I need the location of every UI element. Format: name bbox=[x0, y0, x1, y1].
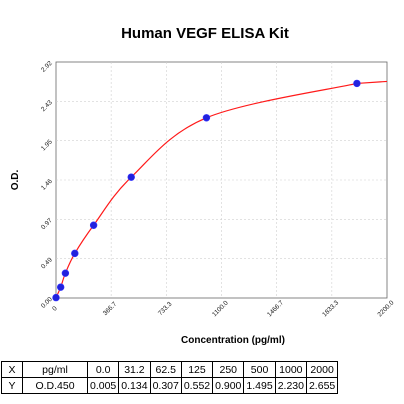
data-point bbox=[202, 114, 211, 122]
table-cell-value: 0.005 bbox=[86, 377, 120, 394]
chart: Human VEGF ELISA Kit 0.000.490.971.461.9… bbox=[10, 25, 396, 346]
data-point bbox=[52, 293, 60, 302]
x-axis-label: Concentration (pg/ml) bbox=[181, 335, 285, 346]
data-point bbox=[61, 269, 70, 277]
table-row: Y O.D.450 0.005 0.134 0.307 0.552 0.900 1.495 2.… bbox=[1, 377, 339, 394]
x-tick-label: 1833.3 bbox=[321, 299, 340, 318]
table-cell-value: 2000 bbox=[305, 361, 339, 378]
table-cell-value: 1.495 bbox=[243, 377, 276, 394]
y-tick-label: 0.49 bbox=[40, 256, 54, 270]
x-tick-label: 1466.7 bbox=[266, 299, 285, 318]
data-point bbox=[56, 283, 65, 291]
table-cell-value: 0.900 bbox=[212, 377, 245, 394]
table-cell-value: 0.307 bbox=[149, 377, 182, 394]
chart-title: Human VEGF ELISA Kit bbox=[121, 25, 289, 42]
table-cell-value: 250 bbox=[212, 361, 245, 378]
table-cell-value: 1000 bbox=[274, 361, 307, 378]
table-cell-label: Y bbox=[1, 377, 23, 394]
table-cell-label: X bbox=[1, 361, 23, 378]
y-axis-label: O.D. bbox=[10, 170, 21, 191]
table-cell-value: 0.0 bbox=[86, 361, 120, 378]
y-tick-label: 0.97 bbox=[40, 217, 54, 231]
table-cell-value: 125 bbox=[180, 361, 214, 378]
y-tick-label: 1.95 bbox=[40, 138, 54, 152]
x-tick-label: 1100.0 bbox=[211, 299, 230, 318]
y-tick-label: 2.43 bbox=[40, 99, 54, 113]
table-cell-value: 62.5 bbox=[149, 361, 182, 378]
x-tick-label: 0 bbox=[51, 305, 59, 313]
table-cell-value: 31.2 bbox=[118, 361, 151, 378]
data-points bbox=[52, 79, 361, 302]
table-cell-value: 500 bbox=[243, 361, 276, 378]
table-cell-value: 2.230 bbox=[274, 377, 307, 394]
table-cell-unit: pg/ml bbox=[22, 361, 88, 378]
data-point bbox=[127, 173, 135, 181]
table-cell-value: 2.655 bbox=[305, 377, 339, 394]
x-tick-label: 366.7 bbox=[102, 300, 119, 317]
table-cell-unit: O.D.450 bbox=[22, 377, 88, 394]
x-axis-ticks: 0 366.7 733.3 1100.0 1466.7 1833.3 2200.0 bbox=[51, 299, 396, 318]
data-point bbox=[71, 249, 79, 258]
y-axis-ticks: 0.000.490.971.461.952.432.92 bbox=[40, 60, 54, 310]
y-tick-label: 1.46 bbox=[40, 178, 54, 192]
data-point bbox=[89, 221, 98, 229]
table-cell-value: 0.552 bbox=[180, 377, 214, 394]
x-tick-label: 733.3 bbox=[157, 300, 174, 317]
y-tick-label: 2.92 bbox=[40, 60, 54, 74]
table-cell-value: 0.134 bbox=[118, 377, 151, 394]
grid bbox=[56, 62, 387, 298]
data-point bbox=[353, 79, 361, 88]
x-tick-label: 2200.0 bbox=[376, 299, 395, 318]
